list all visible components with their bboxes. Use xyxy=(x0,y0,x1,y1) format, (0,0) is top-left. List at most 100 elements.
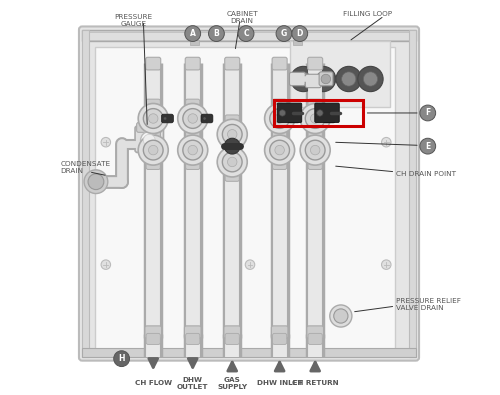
FancyBboxPatch shape xyxy=(135,126,164,152)
Circle shape xyxy=(264,135,294,165)
Circle shape xyxy=(316,72,330,86)
Circle shape xyxy=(364,72,378,86)
Bar xyxy=(85,32,413,40)
Text: CONDENSATE
DRAIN: CONDENSATE DRAIN xyxy=(60,162,110,174)
FancyBboxPatch shape xyxy=(146,159,160,169)
Text: DHW INLET: DHW INLET xyxy=(257,380,302,386)
Text: CABINET
DRAIN: CABINET DRAIN xyxy=(226,11,258,24)
Circle shape xyxy=(296,72,310,86)
Bar xyxy=(82,30,89,357)
Text: PRESSURE RELIEF
VALVE DRAIN: PRESSURE RELIEF VALVE DRAIN xyxy=(396,298,461,310)
Circle shape xyxy=(140,132,158,149)
Circle shape xyxy=(300,135,330,165)
Circle shape xyxy=(330,305,352,327)
FancyBboxPatch shape xyxy=(225,143,240,153)
Circle shape xyxy=(306,109,325,128)
Circle shape xyxy=(276,26,292,41)
Circle shape xyxy=(148,145,158,155)
FancyBboxPatch shape xyxy=(308,333,322,344)
Circle shape xyxy=(292,26,308,41)
FancyBboxPatch shape xyxy=(186,159,200,169)
Circle shape xyxy=(185,26,200,41)
Circle shape xyxy=(84,170,108,194)
FancyBboxPatch shape xyxy=(186,128,200,138)
Text: CH RETURN: CH RETURN xyxy=(292,380,339,386)
FancyBboxPatch shape xyxy=(278,103,301,122)
FancyBboxPatch shape xyxy=(272,128,286,138)
Circle shape xyxy=(222,124,242,144)
FancyBboxPatch shape xyxy=(186,131,200,141)
FancyBboxPatch shape xyxy=(272,159,286,169)
FancyBboxPatch shape xyxy=(184,326,201,339)
Bar xyxy=(292,40,302,45)
Bar xyxy=(82,348,416,357)
Text: A: A xyxy=(190,29,196,38)
Circle shape xyxy=(310,114,320,123)
Circle shape xyxy=(188,145,198,155)
FancyBboxPatch shape xyxy=(146,128,160,138)
Bar xyxy=(409,30,416,357)
Circle shape xyxy=(275,114,284,123)
Circle shape xyxy=(228,157,237,167)
FancyBboxPatch shape xyxy=(290,72,306,86)
Text: CH DRAIN POINT: CH DRAIN POINT xyxy=(396,171,456,177)
Circle shape xyxy=(217,119,247,149)
Circle shape xyxy=(420,138,436,154)
Text: C: C xyxy=(243,29,249,38)
FancyBboxPatch shape xyxy=(324,114,336,123)
Circle shape xyxy=(326,117,328,120)
Circle shape xyxy=(336,66,361,92)
Text: FILLING LOOP: FILLING LOOP xyxy=(343,11,392,17)
Circle shape xyxy=(144,140,163,160)
Circle shape xyxy=(178,135,208,165)
Circle shape xyxy=(138,103,168,134)
Circle shape xyxy=(246,260,254,269)
FancyBboxPatch shape xyxy=(145,326,162,339)
Text: CH FLOW: CH FLOW xyxy=(134,380,172,386)
Circle shape xyxy=(264,103,294,134)
Circle shape xyxy=(144,134,155,146)
FancyBboxPatch shape xyxy=(136,122,162,132)
Bar xyxy=(95,47,396,354)
Text: PRESSURE
GAUGE: PRESSURE GAUGE xyxy=(114,14,152,27)
Bar xyxy=(290,41,390,107)
FancyBboxPatch shape xyxy=(186,99,200,109)
Text: G: G xyxy=(281,29,287,38)
FancyBboxPatch shape xyxy=(308,99,322,109)
FancyBboxPatch shape xyxy=(225,171,240,181)
FancyBboxPatch shape xyxy=(307,326,324,339)
Circle shape xyxy=(88,174,104,190)
FancyBboxPatch shape xyxy=(225,143,240,154)
FancyBboxPatch shape xyxy=(272,333,286,344)
Text: E: E xyxy=(425,142,430,150)
Text: H: H xyxy=(118,354,125,363)
Circle shape xyxy=(290,117,293,120)
FancyBboxPatch shape xyxy=(272,57,287,70)
FancyBboxPatch shape xyxy=(308,159,322,169)
Circle shape xyxy=(342,72,356,86)
Circle shape xyxy=(178,103,208,134)
Circle shape xyxy=(300,103,330,134)
FancyBboxPatch shape xyxy=(315,103,340,122)
Circle shape xyxy=(306,140,325,160)
FancyBboxPatch shape xyxy=(308,131,322,141)
FancyBboxPatch shape xyxy=(185,57,200,70)
Circle shape xyxy=(217,147,247,177)
Circle shape xyxy=(290,66,316,92)
Bar xyxy=(274,100,362,126)
Circle shape xyxy=(279,110,285,116)
FancyBboxPatch shape xyxy=(146,99,160,109)
FancyBboxPatch shape xyxy=(288,114,300,123)
Bar xyxy=(82,30,416,41)
FancyBboxPatch shape xyxy=(186,333,200,344)
FancyBboxPatch shape xyxy=(308,57,322,70)
Circle shape xyxy=(183,140,203,160)
FancyBboxPatch shape xyxy=(272,131,286,141)
Circle shape xyxy=(138,135,168,165)
Circle shape xyxy=(275,145,284,155)
Circle shape xyxy=(270,140,289,160)
Circle shape xyxy=(310,66,336,92)
Bar xyxy=(190,40,200,45)
Text: GAS
SUPPLY: GAS SUPPLY xyxy=(217,377,248,389)
Circle shape xyxy=(238,26,254,41)
